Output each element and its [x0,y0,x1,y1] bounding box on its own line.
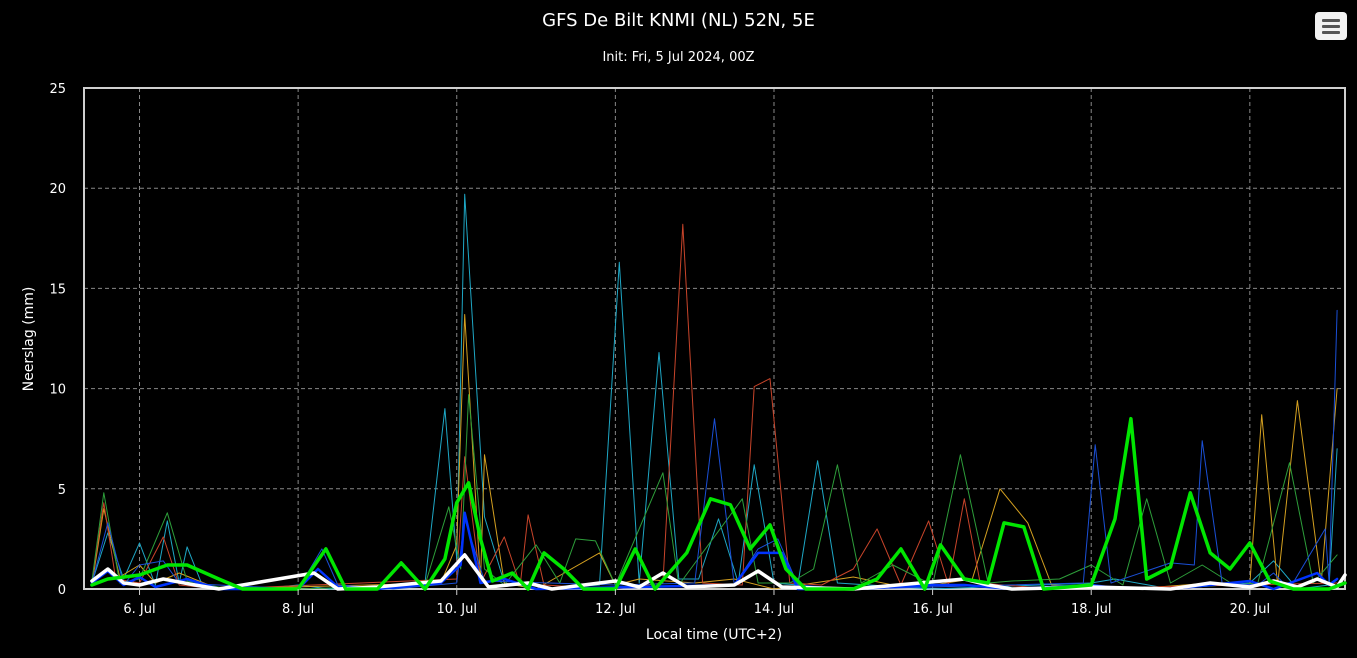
series-line-3 [91,223,1338,590]
x-axis-ticks: 6. Jul 8. Jul 10. Jul 12. Jul 14. Jul 16. Jul… [123,589,1270,617]
y-tick-label: 10 [49,383,66,398]
y-axis-title: Neerslag (mm) [21,287,37,392]
y-tick-label: 15 [49,282,66,297]
series-line-2 [91,314,1338,590]
y-axis-ticks: 0 5 10 15 20 25 [49,82,66,598]
x-tick-label: 6. Jul [123,602,155,617]
chart-grid [84,88,1345,589]
series-line-8 [90,416,1347,591]
series-line-1 [91,193,1338,590]
x-tick-label: 20. Jul [1230,602,1271,617]
plot-frame [83,87,1346,590]
y-tick-label: 5 [58,483,66,498]
x-tick-label: 10. Jul [436,602,477,617]
y-tick-label: 20 [49,182,66,197]
x-axis-title: Local time (UTC+2) [646,627,782,643]
y-tick-label: 25 [49,82,66,97]
series-line-4 [91,394,1338,590]
x-tick-label: 8. Jul [282,602,314,617]
y-tick-label: 0 [58,583,66,598]
series-group [90,193,1347,591]
x-tick-label: 18. Jul [1071,602,1112,617]
chart-title: GFS De Bilt KNMI (NL) 52N, 5E [542,10,815,31]
x-tick-label: 16. Jul [912,602,953,617]
x-tick-label: 14. Jul [754,602,795,617]
chart-subtitle: Init: Fri, 5 Jul 2024, 00Z [602,50,755,65]
hamburger-menu-icon[interactable] [1315,12,1347,40]
series-line-7 [90,553,1347,591]
x-tick-label: 12. Jul [595,602,636,617]
series-line-5 [91,309,1338,590]
